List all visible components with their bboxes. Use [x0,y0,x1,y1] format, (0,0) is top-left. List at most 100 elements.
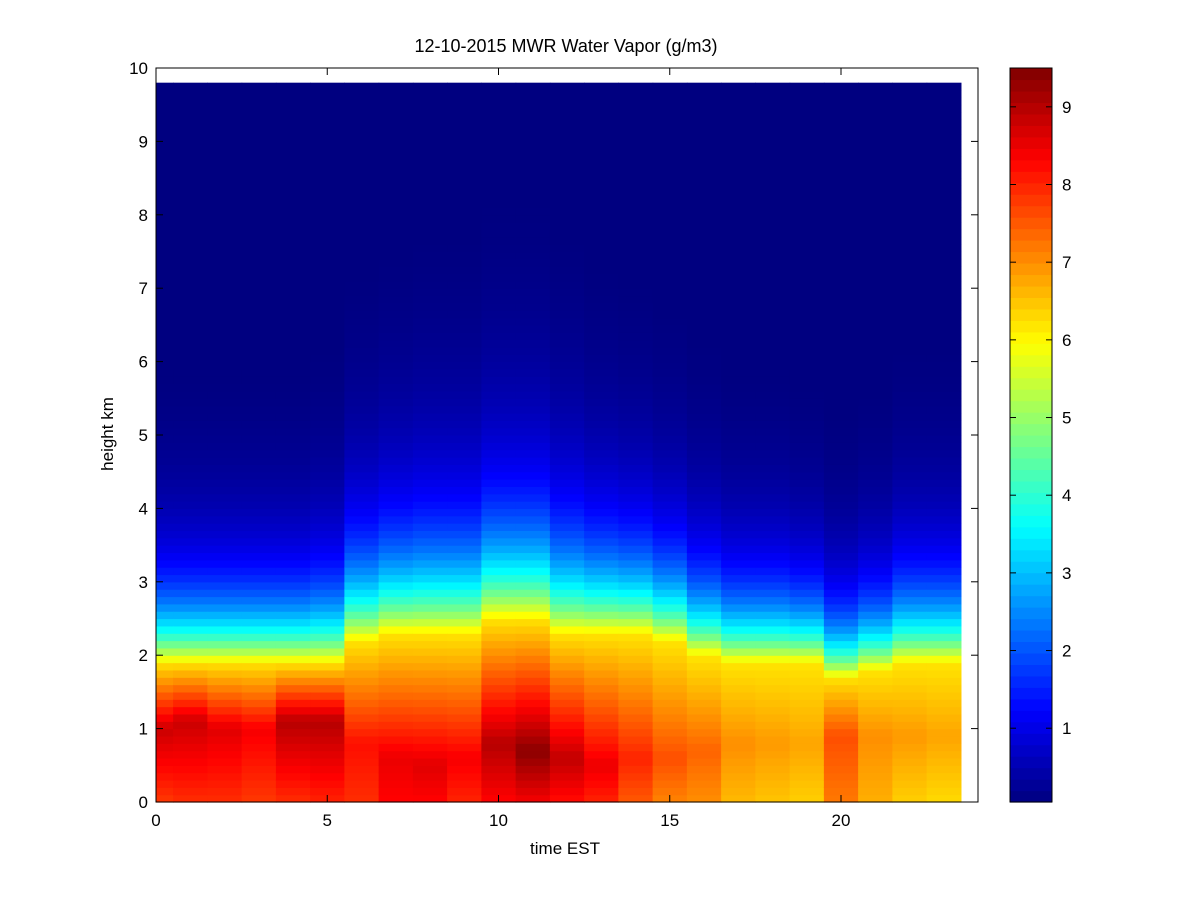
heatmap-cell [275,486,311,495]
heatmap-cell [156,779,174,788]
heatmap-cell [926,574,962,583]
heatmap-cell [156,141,174,150]
heatmap-cell [823,346,859,355]
heatmap-cell [515,90,551,98]
heatmap-cell [721,559,756,568]
heatmap-cell [310,787,345,796]
heatmap-cell [721,596,756,605]
heatmap-cell [344,611,380,620]
heatmap-cell [584,574,619,583]
heatmap-cell [310,273,345,282]
heatmap-cell [173,640,208,649]
heatmap-cell [207,82,243,91]
x-tick-label: 20 [832,811,851,830]
heatmap-cell [549,457,585,465]
heatmap-cell [652,90,688,98]
heatmap-cell [378,743,414,752]
heatmap-cell [652,691,688,700]
heatmap-cell [789,603,825,612]
heatmap-cell [156,765,174,774]
heatmap-cell [207,192,243,201]
heatmap-cell [156,163,174,172]
heatmap-cell [156,640,174,649]
heatmap-cell [549,633,585,642]
heatmap-cell [412,82,448,91]
heatmap-cell [344,493,380,502]
heatmap-cell [618,655,654,664]
heatmap-cell [481,640,517,649]
heatmap-cell [618,523,654,532]
heatmap-cell [173,324,208,333]
heatmap-cell [652,214,688,223]
heatmap-cell [156,383,174,392]
heatmap-cell [926,192,962,201]
heatmap-cell [481,376,517,385]
heatmap-cell [378,427,414,436]
heatmap-cell [207,581,243,590]
heatmap-cell [241,420,277,429]
heatmap-cell [652,192,688,201]
heatmap-cell [156,449,174,458]
heatmap-cell [207,669,243,678]
heatmap-cell [275,501,311,509]
heatmap-cell [892,200,928,209]
heatmap-cell [515,772,551,781]
heatmap-cell [789,537,825,546]
heatmap-cell [686,148,722,157]
heatmap-cell [412,655,448,664]
heatmap-cell [173,647,208,656]
colorbar-swatch [1010,561,1052,574]
heatmap-cell [378,523,414,532]
heatmap-cell [755,258,791,267]
heatmap-cell [207,757,243,766]
heatmap-cell [447,310,482,319]
heatmap-cell [378,390,414,399]
heatmap-cell [584,530,619,539]
heatmap-cell [241,90,277,98]
heatmap-cell [275,655,311,664]
heatmap-cell [310,640,345,649]
heatmap-cell [173,229,208,238]
heatmap-cell [858,684,893,693]
heatmap-cell [156,552,174,561]
heatmap-cell [721,479,756,487]
heatmap-cell [926,662,962,671]
heatmap-cell [447,574,482,583]
heatmap-cell [481,332,517,341]
heatmap-cell [618,442,654,451]
colorbar-swatch [1010,240,1052,253]
heatmap-cell [275,148,311,157]
heatmap-cell [241,435,277,443]
heatmap-cell [721,317,756,326]
heatmap-cell [207,765,243,774]
heatmap-cell [618,728,654,737]
heatmap-cell [412,625,448,634]
heatmap-cell [652,706,688,715]
heatmap-cell [207,559,243,568]
heatmap-cell [275,266,311,275]
heatmap-cell [618,669,654,678]
heatmap-cell [823,383,859,392]
heatmap-cell [412,376,448,385]
heatmap-cell [447,420,482,429]
heatmap-cell [892,779,928,788]
heatmap-cell [926,207,962,216]
heatmap-cell [310,156,345,165]
heatmap-cell [310,302,345,311]
heatmap-cell [310,427,345,436]
heatmap-cell [378,361,414,370]
heatmap-cell [344,148,380,157]
heatmap-cell [515,508,551,517]
heatmap-cell [549,244,585,253]
heatmap-cell [823,185,859,194]
heatmap-cell [412,280,448,289]
heatmap-cell [481,655,517,664]
heatmap-cell [892,713,928,722]
heatmap-cell [858,104,893,113]
heatmap-cell [652,420,688,429]
heatmap-cell [823,765,859,774]
heatmap-cell [789,794,825,803]
heatmap-cell [447,735,482,744]
heatmap-cell [207,611,243,620]
heatmap-cell [310,376,345,385]
